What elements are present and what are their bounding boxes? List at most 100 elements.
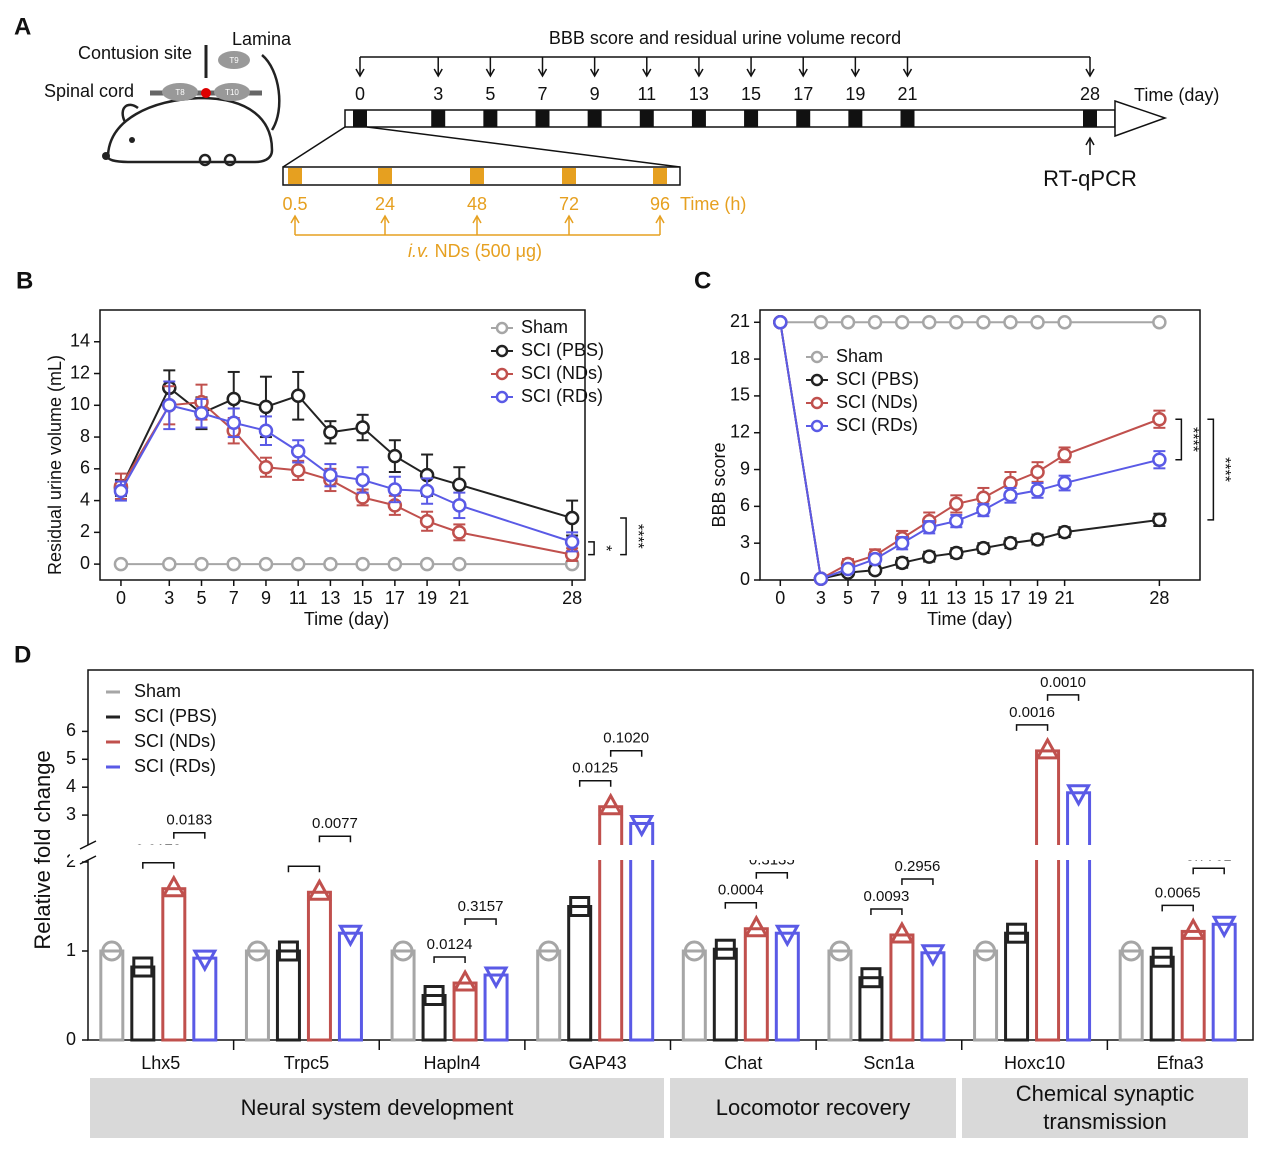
x-tick-label: 5 [843, 588, 853, 608]
bar [712, 947, 738, 1042]
day-marker [1083, 110, 1097, 127]
arrow-head [380, 214, 390, 224]
bar [1004, 931, 1030, 1042]
data-point [894, 315, 910, 330]
panel-label: C [694, 267, 711, 294]
data-point [194, 405, 209, 421]
p-value: 0.1020 [603, 730, 649, 747]
data-point [564, 510, 580, 526]
significance-bracket [1175, 418, 1183, 461]
data-point [867, 315, 883, 330]
comparison-bracket [1161, 904, 1194, 912]
bar [337, 931, 363, 1042]
data-point [1057, 315, 1072, 330]
data-point [161, 874, 187, 898]
x-tick-label: 7 [870, 588, 880, 608]
data-point [1003, 315, 1018, 330]
data-point [452, 968, 478, 992]
y-tick-label: 1 [66, 940, 76, 960]
data-point [1030, 315, 1045, 330]
comparison-bracket [1192, 867, 1225, 875]
data-point [1057, 447, 1072, 463]
bar [858, 976, 884, 1042]
bar [306, 890, 332, 1042]
data-point [419, 483, 435, 499]
data-point [387, 482, 403, 497]
data-point [1006, 922, 1028, 944]
p-value: 0.0125 [572, 760, 618, 777]
bar [743, 927, 769, 1042]
y-tick-label: 8 [80, 426, 90, 446]
x-tick-label: Lhx5 [141, 1053, 180, 1073]
y-tick-label: 21 [730, 311, 750, 331]
data-point [564, 534, 580, 550]
hour-label: 72 [559, 194, 579, 214]
day-marker [691, 110, 706, 127]
x-tick-label: 9 [261, 588, 271, 608]
day-marker [431, 110, 446, 127]
data-point [1152, 452, 1167, 467]
data-point [1066, 784, 1092, 807]
zoom-line [282, 126, 346, 168]
data-point [452, 556, 467, 572]
x-tick-label: 3 [164, 588, 174, 608]
timeline-arrow [1114, 99, 1168, 138]
data-point [101, 940, 123, 962]
data-point [387, 556, 403, 572]
y-tick-label: 2 [66, 851, 76, 871]
hour-marker [378, 168, 392, 184]
bar [774, 931, 800, 1042]
data-point [683, 940, 705, 962]
data-point [452, 498, 467, 513]
x-tick-label: 17 [385, 588, 405, 608]
hour-label: 24 [375, 194, 395, 214]
comparison-bracket [142, 861, 175, 869]
bar [452, 981, 478, 1042]
plot-frame [99, 309, 586, 581]
comparison-bracket [464, 918, 497, 926]
vertebra-label: T10 [225, 88, 239, 97]
data-point [162, 556, 177, 572]
data-point [894, 555, 910, 571]
day-marker [535, 110, 550, 127]
significance-label: **** [1184, 427, 1201, 452]
y-tick-label: 3 [740, 532, 750, 552]
data-point [1057, 475, 1072, 491]
data-point [290, 388, 306, 404]
comparison-bracket [755, 872, 789, 879]
data-point [976, 315, 991, 330]
y-tick-label: 4 [80, 489, 90, 509]
data-point [840, 315, 856, 330]
comparison-bracket [173, 831, 206, 839]
y-tick-label: 6 [740, 495, 750, 515]
data-point [419, 556, 435, 572]
bar [244, 949, 270, 1042]
data-point [1030, 532, 1045, 547]
p-value: 0.0077 [312, 815, 358, 832]
day-label: 11 [637, 84, 656, 104]
data-point [921, 315, 937, 330]
y-tick-label: 5 [66, 748, 76, 768]
data-point [258, 556, 274, 572]
mouse-eye [129, 137, 135, 143]
data-point [860, 967, 882, 989]
arrow-head [902, 68, 913, 78]
y-axis-label: Residual urine volume (mL) [45, 355, 65, 575]
data-point [976, 502, 991, 518]
mouse-nose [102, 152, 110, 160]
data-point [1030, 464, 1045, 480]
arrow-head [537, 68, 548, 78]
data-point [423, 985, 445, 1006]
data-point [538, 940, 560, 962]
data-point [323, 425, 338, 440]
p-value: 0.0093 [863, 888, 909, 905]
x-axis-label: Time (day) [304, 609, 389, 629]
y-tick-label: 12 [730, 421, 750, 441]
y-tick-label: 10 [70, 394, 90, 414]
day-label: 7 [537, 84, 547, 104]
arrow-head [642, 68, 652, 78]
bar [99, 949, 125, 1042]
arrow-head [746, 68, 756, 78]
day-marker [483, 110, 498, 127]
data-point [1057, 524, 1072, 540]
